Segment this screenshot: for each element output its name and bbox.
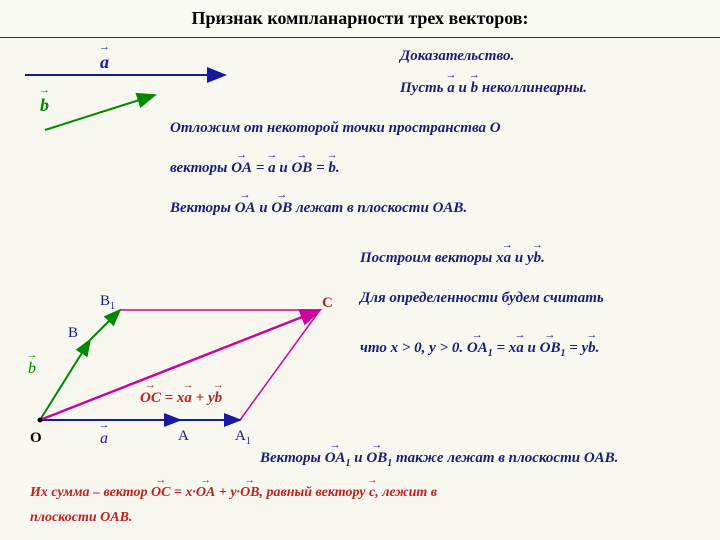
diagram-b-label: b [28, 360, 36, 378]
proof-line9: Их сумма – вектор OC = x·OA + y·OB, равн… [30, 485, 437, 501]
diagram-oc-formula: OC = xa + yb [140, 390, 222, 407]
diagram-label-B1: B1 [100, 293, 115, 312]
proof-line6: Для определенности будем считать [360, 290, 604, 307]
diagram-label-A1: A1 [235, 428, 251, 447]
diagram-label-A: A [178, 428, 189, 445]
diagram-label-O: O [30, 430, 42, 447]
proof-line7: что x > 0, y > 0. OA1 = xa и OB1 = yb. [360, 340, 599, 359]
proof-line3: векторы OA = a и OB = b. [170, 160, 340, 177]
proof-line1: Пусть a и b неколлинеарны. [400, 80, 587, 97]
proof-line4: Векторы OA и OB лежат в плоскости OAB. [170, 200, 467, 217]
diagram-label-B: B [68, 325, 78, 342]
proof-heading: Доказательство. [400, 48, 514, 65]
proof-line10: плоскости OAB. [30, 510, 132, 526]
diagram-a-label: a [100, 430, 108, 448]
proof-line2: Отложим от некоторой точки пространства … [170, 120, 501, 137]
main-diagram [10, 250, 360, 450]
proof-line8: Векторы OA1 и OB1 также лежат в плоскост… [260, 450, 618, 469]
diagram-label-C: C [322, 295, 333, 312]
proof-line5: Построим векторы xa и yb. [360, 250, 545, 267]
legend-b-label: b [40, 95, 49, 116]
page-title: Признак компланарности трех векторов: [0, 0, 720, 38]
legend-vector-b [0, 80, 180, 140]
legend-a-label: a [100, 52, 109, 73]
